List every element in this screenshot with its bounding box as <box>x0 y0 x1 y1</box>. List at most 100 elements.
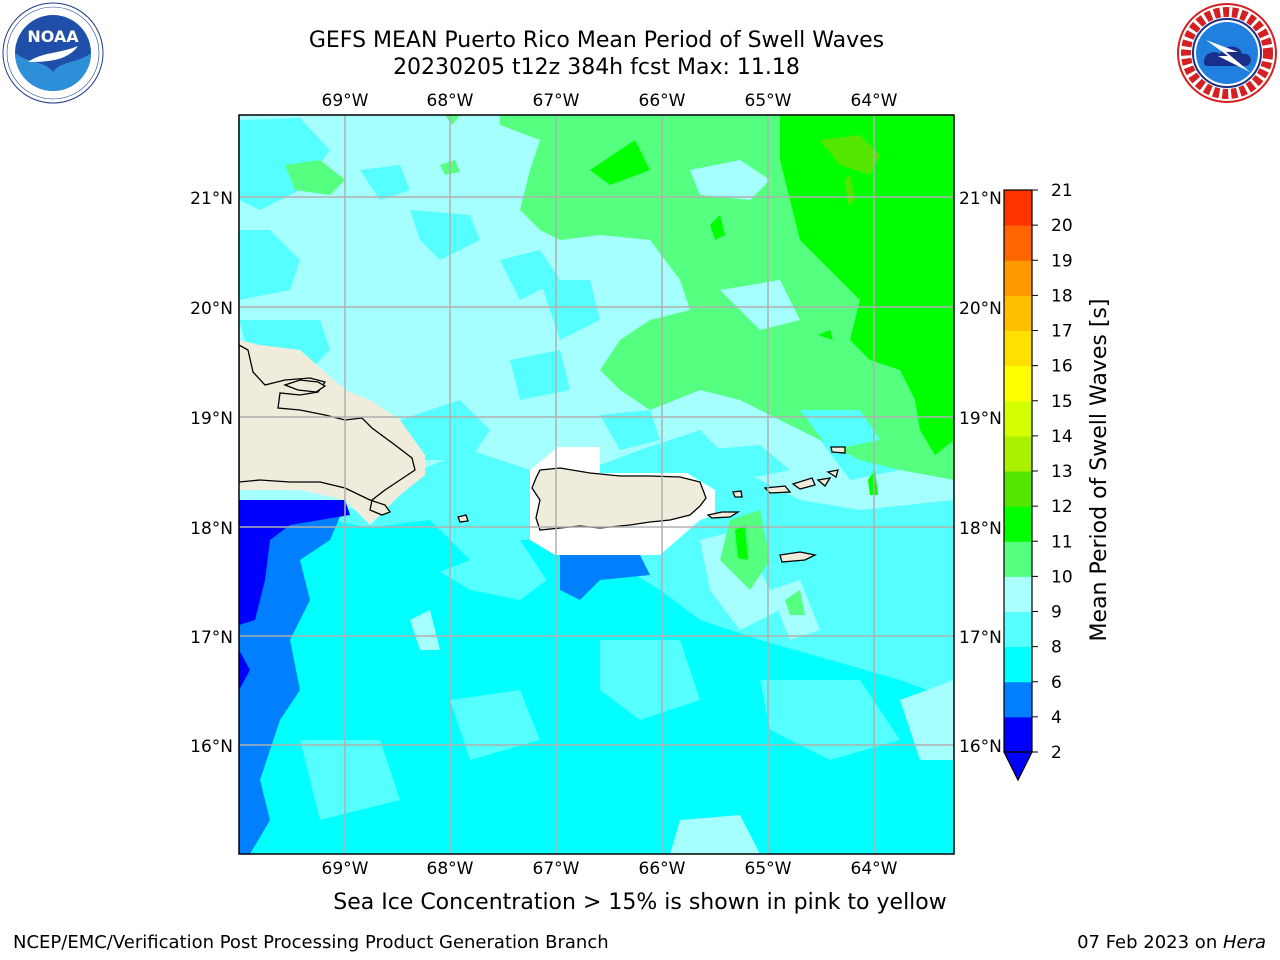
colorbar-segment <box>1004 365 1032 402</box>
colorbar-tick-label: 9 <box>1051 603 1062 623</box>
colorbar-segment <box>1004 260 1032 296</box>
swell-patch-6-8 <box>300 740 400 820</box>
coast-virgin-islands <box>791 477 816 490</box>
swell-patch-6-8 <box>800 410 880 450</box>
colorbar-label: Mean Period of Swell Waves [s] <box>1087 299 1112 642</box>
lat-label-left: 18°N <box>190 519 233 539</box>
colorbar-segment <box>1004 330 1032 367</box>
coast-st-croix <box>779 551 817 563</box>
swell-patch-6-8 <box>410 210 480 260</box>
coast-hispaniola <box>239 344 416 516</box>
map-panel <box>239 115 954 854</box>
colorbar-segment <box>1004 611 1032 648</box>
swell-patch-4-6 <box>350 520 470 580</box>
swell-patch-6-8 <box>400 400 490 460</box>
swell-patch-6-8 <box>540 280 600 340</box>
lon-label-bottom: 69°W <box>322 859 369 879</box>
swell-patch-6-8 <box>239 118 330 210</box>
swell-field-2-4 <box>239 500 345 854</box>
coast-mona <box>457 514 469 523</box>
colorbar-tick-label: 15 <box>1051 392 1073 412</box>
swell-patch-lt2 <box>239 650 250 690</box>
swell-patch-9-10 <box>285 160 345 195</box>
lon-label-top: 68°W <box>427 91 474 111</box>
map-frame <box>238 114 955 855</box>
lon-label-top: 69°W <box>322 91 369 111</box>
colorbar-tick-label: 13 <box>1051 462 1073 482</box>
colorbar-tick-label: 14 <box>1051 427 1073 447</box>
swell-patch-6-8 <box>880 590 954 660</box>
lat-label-right: 16°N <box>959 737 1002 757</box>
colorbar-segment <box>1004 506 1032 542</box>
swell-patch-10-11 <box>818 330 833 340</box>
footer-date-text: 07 Feb 2023 on <box>1077 932 1223 953</box>
colorbar-tick-label: 16 <box>1051 357 1073 377</box>
swell-patch-9-10 <box>445 115 460 125</box>
coast-island <box>283 379 327 393</box>
lon-label-top: 65°W <box>745 91 792 111</box>
colorbar-tick-label: 4 <box>1051 708 1062 728</box>
swell-patch-8-9 <box>410 610 440 650</box>
lat-label-left: 17°N <box>190 628 233 648</box>
swell-field-lt2 <box>239 500 350 625</box>
lat-label-right: 19°N <box>959 409 1002 429</box>
sea-ice-caption: Sea Ice Concentration > 15% is shown in … <box>333 890 947 915</box>
lat-label-left: 21°N <box>190 189 233 209</box>
lat-label-left: 19°N <box>190 409 233 429</box>
lon-label-bottom: 65°W <box>745 859 792 879</box>
noaa-logo-icon: NOAA <box>2 2 104 104</box>
lon-label-bottom: 68°W <box>427 859 474 879</box>
colorbar-tick-label: 10 <box>1051 567 1073 587</box>
colorbar-segment <box>1004 190 1032 226</box>
colorbar-tick-label: 19 <box>1051 251 1073 271</box>
swell-patch-8-9 <box>670 815 760 854</box>
lat-label-right: 20°N <box>959 299 1002 319</box>
swell-patch-10-11 <box>735 525 748 560</box>
lon-label-bottom: 64°W <box>851 859 898 879</box>
lon-label-bottom: 67°W <box>533 859 580 879</box>
footer-date: 07 Feb 2023 on Hera <box>1077 932 1266 953</box>
swell-patch-6-8 <box>600 640 700 720</box>
colorbar-segment <box>1004 435 1032 472</box>
lon-label-top: 66°W <box>639 91 686 111</box>
noaa-logo-text: NOAA <box>27 27 79 46</box>
swell-patch-9-10 <box>785 590 805 615</box>
swell-patch-10-11 <box>710 215 725 240</box>
colorbar-tick-label: 11 <box>1051 532 1073 552</box>
colorbar-tick-label: 2 <box>1051 743 1062 763</box>
lat-label-left: 16°N <box>190 737 233 757</box>
colorbar-segment <box>1004 541 1032 577</box>
colorbar-segment <box>1004 576 1032 612</box>
swell-patch-6-8 <box>239 230 300 300</box>
colorbar-tick-label: 6 <box>1051 673 1062 693</box>
lon-label-top: 64°W <box>851 91 898 111</box>
colorbar-segment <box>1004 400 1032 437</box>
coast-island <box>816 477 832 487</box>
footer-credit: NCEP/EMC/Verification Post Processing Pr… <box>13 932 609 953</box>
colorbar-tick-label: 20 <box>1051 216 1073 236</box>
coast-culebra <box>732 490 743 498</box>
swell-patch-6-8 <box>760 680 900 760</box>
nws-logo-icon <box>1177 3 1277 103</box>
swell-patch-11-12 <box>820 135 880 175</box>
coast-anegada <box>830 446 846 454</box>
lat-label-right: 17°N <box>959 628 1002 648</box>
swell-patch-8-9 <box>720 280 800 330</box>
colorbar-tick-label: 12 <box>1051 497 1073 517</box>
colorbar-segment <box>1004 681 1032 718</box>
colorbar-tick-label: 8 <box>1051 638 1062 658</box>
chart-subtitle: 20230205 t12z 384h fcst Max: 11.18 <box>393 55 800 80</box>
swell-field-4-6 <box>239 520 954 854</box>
coast-vieques <box>706 511 741 519</box>
swell-patch-10-11 <box>590 140 650 185</box>
coast-virgin-islands <box>826 469 839 479</box>
colorbar-segment <box>1004 225 1032 261</box>
colorbar-extend-arrow <box>1003 751 1033 782</box>
chart-title: GEFS MEAN Puerto Rico Mean Period of Swe… <box>308 28 885 53</box>
lat-label-right: 18°N <box>959 519 1002 539</box>
lat-label-left: 20°N <box>190 299 233 319</box>
colorbar-ticks: 2 4 6 8 9 10 11 12 13 14 15 16 17 18 19 20 21 <box>1032 181 1073 763</box>
swell-patch-6-8 <box>510 350 570 400</box>
colorbar <box>1003 189 1033 782</box>
